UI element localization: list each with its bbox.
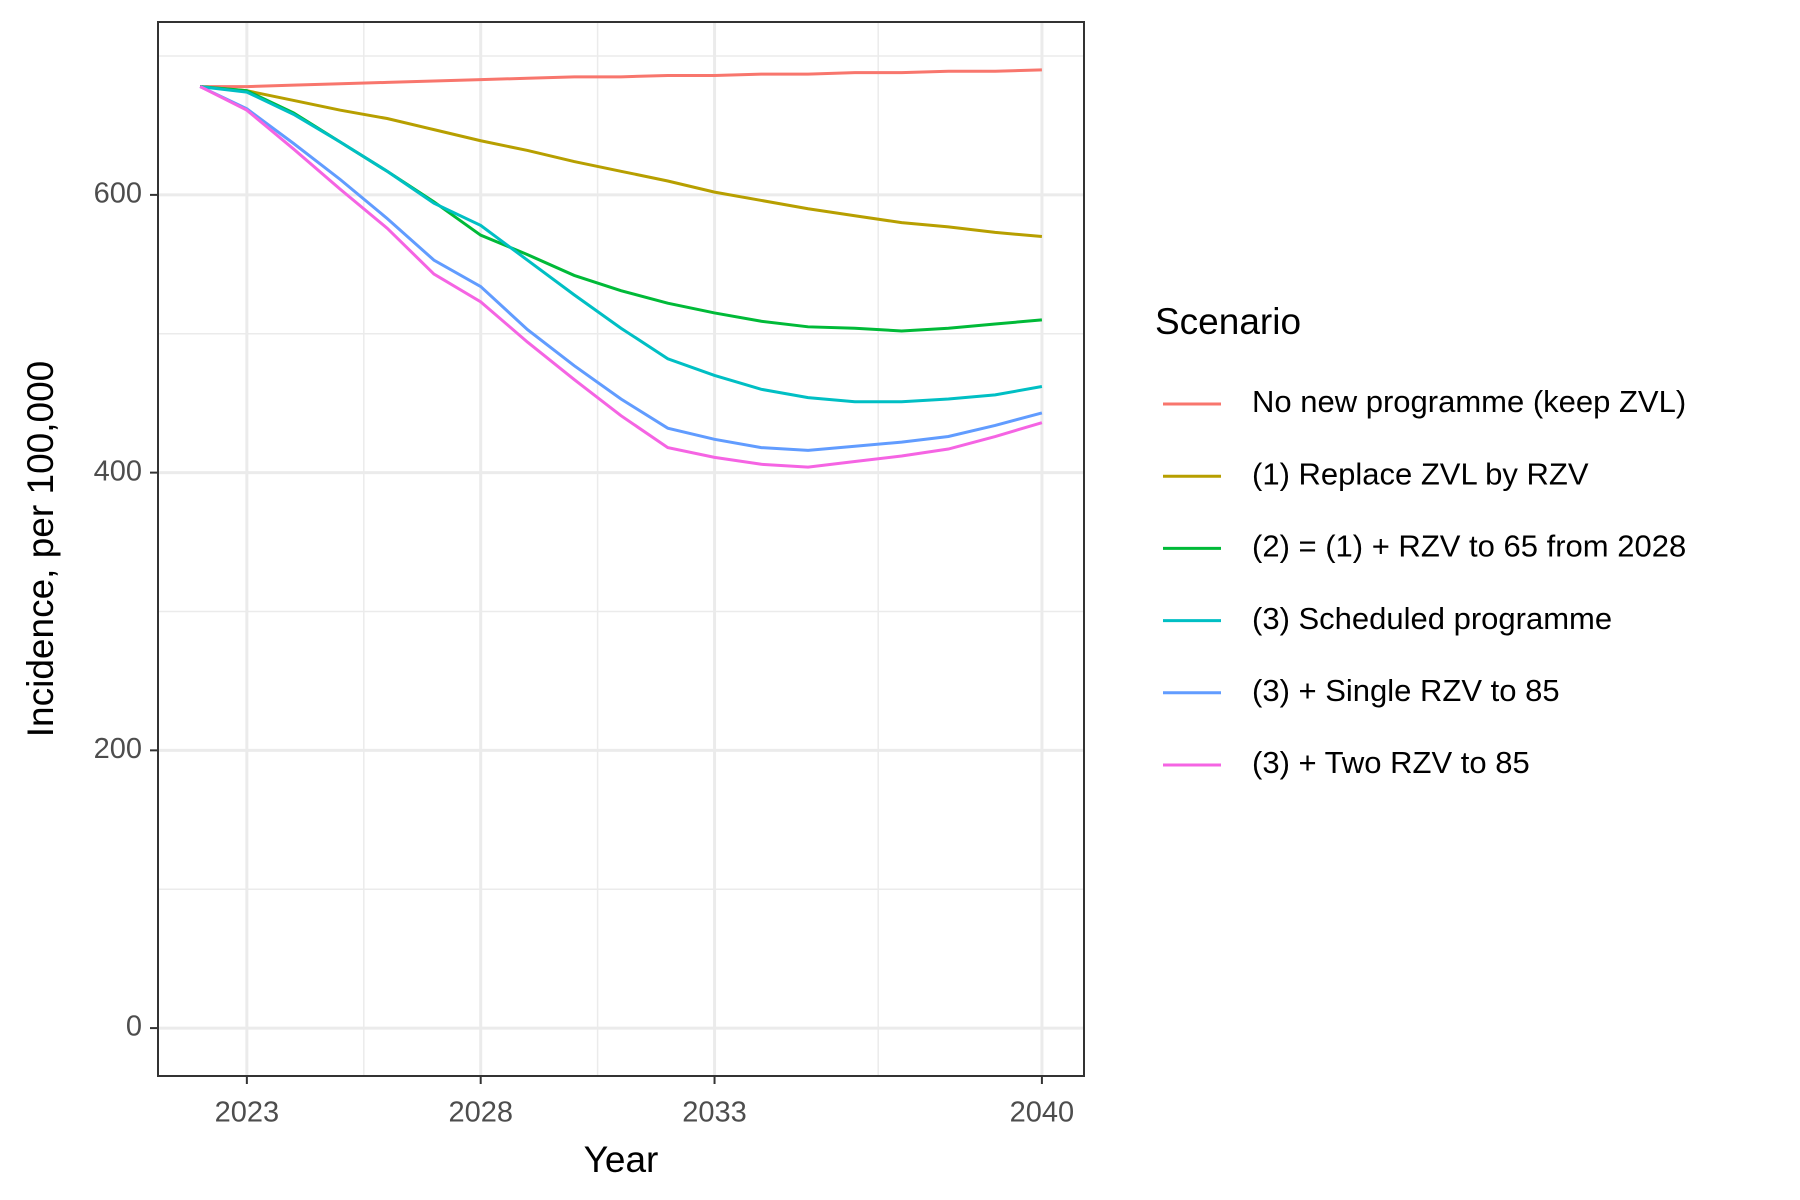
legend-label: (3) + Two RZV to 85 bbox=[1252, 745, 1530, 780]
series-line bbox=[199, 85, 1043, 239]
series-line bbox=[199, 85, 1043, 404]
legend-label: (3) + Single RZV to 85 bbox=[1252, 673, 1560, 708]
y-tick-label: 0 bbox=[126, 1011, 142, 1043]
y-tick-label: 400 bbox=[94, 455, 142, 487]
series-line bbox=[200, 68, 1042, 89]
series-line bbox=[199, 85, 1043, 333]
legend-title: Scenario bbox=[1155, 301, 1301, 342]
y-tick-label: 600 bbox=[94, 178, 142, 210]
x-tick-label: 2040 bbox=[1010, 1097, 1075, 1129]
legend-label: No new programme (keep ZVL) bbox=[1252, 384, 1686, 419]
panel-border bbox=[157, 21, 1085, 1077]
x-axis-title: Year bbox=[584, 1139, 659, 1180]
x-tick-label: 2028 bbox=[448, 1097, 513, 1129]
series-line bbox=[199, 85, 1043, 469]
legend-label: (3) Scheduled programme bbox=[1252, 601, 1612, 636]
y-axis-title: Incidence, per 100,000 bbox=[20, 361, 61, 737]
x-tick-label: 2023 bbox=[215, 1097, 280, 1129]
legend-label: (1) Replace ZVL by RZV bbox=[1252, 456, 1589, 491]
x-tick-label: 2033 bbox=[682, 1097, 747, 1129]
series-line bbox=[199, 85, 1043, 452]
legend-label: (2) = (1) + RZV to 65 from 2028 bbox=[1252, 529, 1686, 564]
y-tick-label: 200 bbox=[94, 733, 142, 765]
